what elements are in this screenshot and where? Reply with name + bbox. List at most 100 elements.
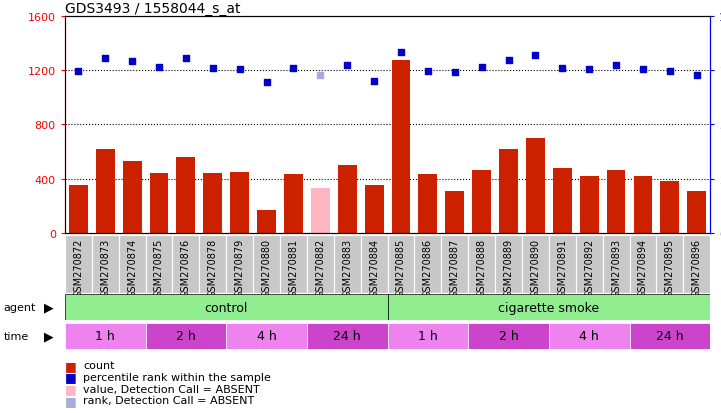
Text: GSM270883: GSM270883 — [342, 238, 352, 297]
Point — [234, 67, 245, 74]
Bar — [684, 235, 710, 293]
Bar — [96, 150, 115, 233]
Bar — [203, 174, 222, 233]
Bar — [334, 235, 360, 293]
Text: GSM270885: GSM270885 — [396, 238, 406, 297]
Point — [342, 63, 353, 69]
Text: 4 h: 4 h — [579, 330, 599, 343]
Text: ■: ■ — [65, 382, 76, 395]
Bar — [146, 235, 172, 293]
Text: ▶: ▶ — [44, 301, 54, 314]
Text: GSM270894: GSM270894 — [638, 238, 648, 297]
Text: 24 h: 24 h — [333, 330, 361, 343]
Text: 2 h: 2 h — [176, 330, 196, 343]
Text: 24 h: 24 h — [656, 330, 684, 343]
Bar — [307, 235, 334, 293]
Text: 2 h: 2 h — [499, 330, 518, 343]
Point — [73, 69, 84, 76]
Text: ■: ■ — [65, 370, 76, 384]
Text: GSM270872: GSM270872 — [74, 238, 84, 297]
Bar — [360, 235, 388, 293]
Bar — [580, 176, 598, 233]
Point — [99, 55, 111, 62]
Text: ■: ■ — [65, 394, 76, 407]
Bar — [441, 235, 468, 293]
Text: GSM270874: GSM270874 — [127, 238, 137, 297]
Text: 4 h: 4 h — [257, 330, 276, 343]
Bar — [388, 323, 468, 349]
Bar — [280, 235, 307, 293]
Bar — [495, 235, 522, 293]
Bar — [177, 157, 195, 233]
Text: GSM270882: GSM270882 — [315, 238, 325, 297]
Bar — [415, 235, 441, 293]
Text: GSM270889: GSM270889 — [503, 238, 513, 297]
Text: cigarette smoke: cigarette smoke — [498, 301, 599, 314]
Bar — [553, 169, 572, 233]
Bar — [257, 210, 276, 233]
Point — [610, 63, 622, 69]
Text: count: count — [83, 361, 115, 370]
Text: percentile rank within the sample: percentile rank within the sample — [83, 372, 271, 382]
Point — [422, 68, 433, 75]
Text: GSM270878: GSM270878 — [208, 238, 218, 297]
Point — [637, 66, 649, 73]
Bar — [199, 235, 226, 293]
Bar — [311, 189, 329, 233]
Text: ▶: ▶ — [44, 330, 54, 343]
Point — [368, 79, 380, 85]
Bar — [123, 161, 141, 233]
Bar — [472, 171, 491, 233]
Text: value, Detection Call = ABSENT: value, Detection Call = ABSENT — [83, 384, 260, 394]
Bar — [549, 235, 576, 293]
Bar — [499, 150, 518, 233]
Point — [288, 65, 299, 72]
Bar — [65, 294, 387, 320]
Bar — [446, 191, 464, 233]
Point — [557, 65, 568, 72]
Bar — [230, 172, 249, 233]
Bar — [69, 186, 88, 233]
Bar — [65, 235, 92, 293]
Bar — [149, 174, 169, 233]
Point — [261, 80, 273, 86]
Bar — [92, 235, 119, 293]
Text: GSM270890: GSM270890 — [531, 238, 541, 297]
Bar — [119, 235, 146, 293]
Point — [476, 64, 487, 71]
Text: rank, Detection Call = ABSENT: rank, Detection Call = ABSENT — [83, 395, 255, 405]
Text: GSM270896: GSM270896 — [691, 238, 702, 297]
Bar — [338, 166, 357, 233]
Bar — [388, 235, 415, 293]
Bar — [634, 176, 653, 233]
Point — [126, 59, 138, 65]
Bar — [629, 323, 710, 349]
Bar — [392, 61, 410, 233]
Bar — [660, 182, 679, 233]
Text: GSM270891: GSM270891 — [557, 238, 567, 297]
Point — [314, 72, 326, 79]
Text: GSM270892: GSM270892 — [584, 238, 594, 297]
Text: GSM270887: GSM270887 — [450, 238, 460, 297]
Text: control: control — [205, 301, 248, 314]
Point — [503, 58, 514, 64]
Bar — [226, 323, 307, 349]
Bar — [284, 175, 303, 233]
Text: 1 h: 1 h — [95, 330, 115, 343]
Text: GSM270888: GSM270888 — [477, 238, 487, 297]
Bar — [365, 186, 384, 233]
Bar — [253, 235, 280, 293]
Bar — [65, 323, 146, 349]
Text: GSM270876: GSM270876 — [181, 238, 191, 297]
Text: GSM270893: GSM270893 — [611, 238, 621, 297]
Text: agent: agent — [4, 302, 36, 312]
Bar — [388, 294, 710, 320]
Text: GSM270895: GSM270895 — [665, 238, 675, 297]
Text: GSM270875: GSM270875 — [154, 238, 164, 297]
Bar — [468, 323, 549, 349]
Bar — [468, 235, 495, 293]
Point — [664, 68, 676, 75]
Point — [154, 64, 165, 71]
Text: time: time — [4, 331, 29, 341]
Bar — [526, 138, 545, 233]
